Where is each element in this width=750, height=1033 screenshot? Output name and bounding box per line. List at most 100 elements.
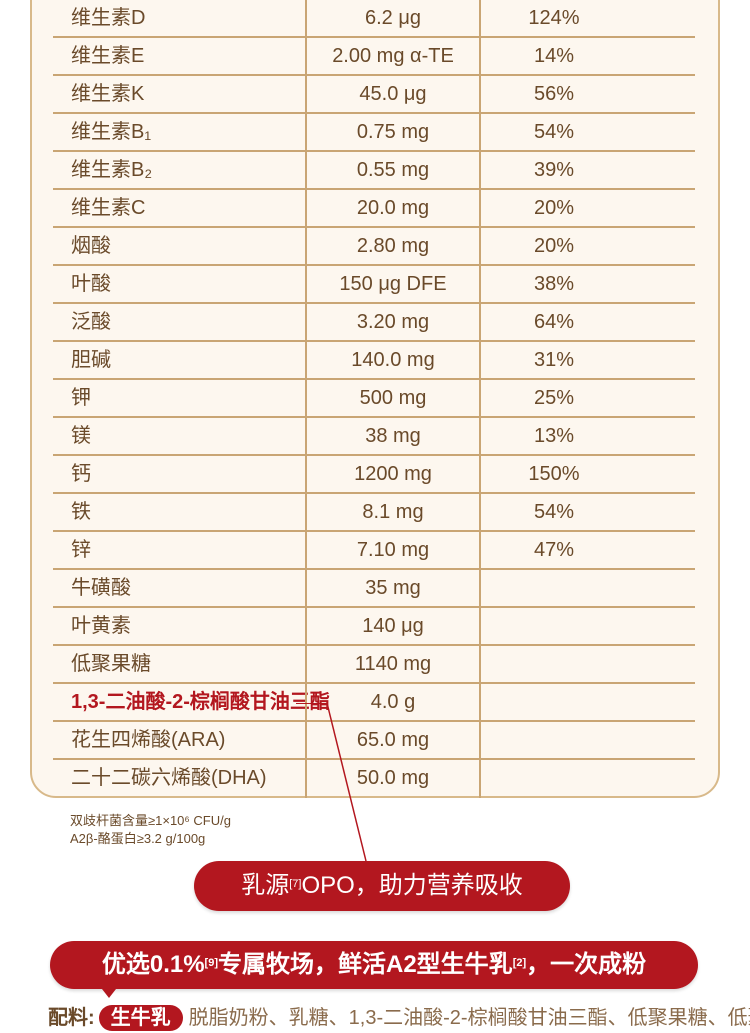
ingredients-highlight-pill: 生牛乳: [98, 1005, 183, 1031]
a2-milk-banner: 优选0.1%[9]专属牧场，鲜活A2型生牛乳[2]，一次成粉: [50, 941, 698, 989]
nutrient-amount: 150 μg DFE: [305, 266, 481, 304]
table-row: 低聚果糖 1140 mg: [53, 646, 695, 684]
nutrient-nrv-percent: 47%: [479, 532, 679, 568]
opo-banner: 乳源[7]OPO，助力营养吸收: [194, 861, 570, 911]
nutrient-name: 维生素K: [71, 83, 145, 105]
nutrient-nrv-percent-text: 64%: [533, 311, 575, 333]
nutrient-name: 维生素E: [71, 45, 145, 67]
nutrient-nrv-percent: 20%: [479, 190, 679, 226]
nutrient-name: 二十二碳六烯酸(DHA): [71, 767, 267, 789]
table-row: 叶酸 150 μg DFE 38%: [53, 266, 695, 304]
nutrient-name: 镁: [71, 425, 91, 447]
nutrient-name: 烟酸: [71, 235, 111, 257]
table-row: 维生素C 20.0 mg 20%: [53, 190, 695, 228]
table-row: 维生素D 6.2 μg 124%: [53, 0, 695, 38]
nutrient-amount: 4.0 g: [305, 684, 481, 722]
nutrient-nrv-percent: [479, 760, 679, 796]
table-row: 泛酸 3.20 mg 64%: [53, 304, 695, 342]
nutrition-table: 维生素D 6.2 μg 124% 维生素E 2.00 mg α-TE 14% 维生素K 45.…: [53, 0, 695, 798]
note-bifidobacteria: 双歧杆菌含量≥1×10⁶ CFU/g: [70, 813, 231, 828]
nutrient-nrv-percent: 64%: [479, 304, 679, 340]
nutrient-amount: 20.0 mg: [305, 190, 481, 228]
banner1-prefix: 乳源: [241, 872, 290, 899]
footnotes: 双歧杆菌含量≥1×10⁶ CFU/g A2β-酪蛋白≥3.2 g/100g: [70, 812, 231, 848]
table-row: 维生素B₂ 0.55 mg 39%: [53, 152, 695, 190]
table-row: 二十二碳六烯酸(DHA) 50.0 mg: [53, 760, 695, 798]
ingredients-label: 配料:: [48, 1007, 95, 1029]
nutrient-amount: 45.0 μg: [305, 76, 481, 114]
nutrient-amount: 1140 mg: [305, 646, 481, 684]
table-row: 烟酸 2.80 mg 20%: [53, 228, 695, 266]
nutrient-nrv-percent-text: 56%: [533, 83, 575, 105]
nutrient-name: 铁: [71, 501, 91, 523]
nutrient-amount: 3.20 mg: [305, 304, 481, 342]
nutrient-name: 牛磺酸: [71, 577, 131, 599]
nutrient-nrv-percent: 14%: [479, 38, 679, 74]
nutrient-nrv-percent: 38%: [479, 266, 679, 302]
banner2-citation-2: [2]: [512, 957, 527, 969]
nutrient-name: 维生素D: [71, 7, 146, 29]
nutrient-name: 维生素C: [71, 197, 146, 219]
table-row: 叶黄素 140 μg: [53, 608, 695, 646]
nutrient-nrv-percent-text: 39%: [533, 159, 575, 181]
nutrient-amount: 38 mg: [305, 418, 481, 456]
nutrient-nrv-percent-text: 54%: [533, 501, 575, 523]
nutrient-name: 钙: [71, 463, 91, 485]
nutrient-name: 锌: [71, 539, 91, 561]
nutrient-amount: 6.2 μg: [305, 0, 481, 38]
nutrient-nrv-percent-text: 31%: [533, 349, 575, 371]
nutrient-nrv-percent-text: 47%: [533, 539, 575, 561]
note-a2-casein: A2β-酪蛋白≥3.2 g/100g: [70, 831, 206, 846]
nutrition-card: [30, 0, 720, 798]
nutrient-nrv-percent-text: 54%: [533, 121, 575, 143]
nutrient-nrv-percent-text: 150%: [528, 463, 580, 485]
nutrient-nrv-percent-text: 38%: [533, 273, 575, 295]
nutrient-name: 叶黄素: [71, 615, 131, 637]
nutrient-nrv-percent: [479, 684, 679, 720]
table-row: 钾 500 mg 25%: [53, 380, 695, 418]
table-row: 花生四烯酸(ARA) 65.0 mg: [53, 722, 695, 760]
nutrient-nrv-percent-text: 20%: [533, 197, 575, 219]
banner1-citation: [7]: [289, 878, 302, 890]
nutrient-name: 花生四烯酸(ARA): [71, 729, 226, 751]
nutrient-amount: 65.0 mg: [305, 722, 481, 760]
nutrient-nrv-percent: 13%: [479, 418, 679, 454]
table-row: 钙 1200 mg 150%: [53, 456, 695, 494]
nutrient-name: 泛酸: [71, 311, 111, 333]
nutrient-name: 钾: [71, 387, 91, 409]
nutrient-amount: 0.55 mg: [305, 152, 481, 190]
nutrient-amount: 7.10 mg: [305, 532, 481, 570]
banner2-prefix: 优选0.1%: [101, 951, 205, 978]
banner2-citation-1: [9]: [204, 957, 218, 969]
pointer-line-horizontal: [296, 703, 328, 704]
nutrient-nrv-percent: 25%: [479, 380, 679, 416]
nutrient-amount: 35 mg: [305, 570, 481, 608]
nutrient-amount: 2.00 mg α-TE: [305, 38, 481, 76]
nutrient-amount: 500 mg: [305, 380, 481, 418]
nutrient-nrv-percent-text: 13%: [533, 425, 575, 447]
nutrient-amount: 2.80 mg: [305, 228, 481, 266]
ingredients-line: 配料: 生牛乳 脱脂奶粉、乳糖、1,3-二油酸-2-棕榈酸甘油三酯、低聚果糖、低聚半…: [48, 1004, 750, 1033]
nutrient-name: 叶酸: [71, 273, 111, 295]
nutrient-amount: 8.1 mg: [305, 494, 481, 532]
table-row: 胆碱 140.0 mg 31%: [53, 342, 695, 380]
nutrient-amount: 50.0 mg: [305, 760, 481, 798]
nutrient-nrv-percent: [479, 570, 679, 606]
nutrient-name: 低聚果糖: [71, 653, 151, 675]
table-row: 铁 8.1 mg 54%: [53, 494, 695, 532]
nutrient-name: 维生素B₂: [71, 159, 153, 181]
nutrient-amount: 140 μg: [305, 608, 481, 646]
nutrient-nrv-percent: 56%: [479, 76, 679, 112]
table-row: 锌 7.10 mg 47%: [53, 532, 695, 570]
table-row: 牛磺酸 35 mg: [53, 570, 695, 608]
table-row: 维生素B₁ 0.75 mg 54%: [53, 114, 695, 152]
down-arrow-icon: [102, 989, 116, 998]
nutrient-nrv-percent-text: 25%: [533, 387, 575, 409]
ingredients-list: 脱脂奶粉、乳糖、1,3-二油酸-2-棕榈酸甘油三酯、低聚果糖、低聚半乳: [188, 1007, 750, 1029]
nutrient-nrv-percent: 124%: [479, 0, 679, 36]
banner2-middle: 专属牧场，鲜活A2型生牛乳: [218, 951, 513, 978]
nutrient-nrv-percent: 31%: [479, 342, 679, 378]
nutrient-nrv-percent: 54%: [479, 114, 679, 150]
table-row: 维生素K 45.0 μg 56%: [53, 76, 695, 114]
nutrient-amount: 140.0 mg: [305, 342, 481, 380]
